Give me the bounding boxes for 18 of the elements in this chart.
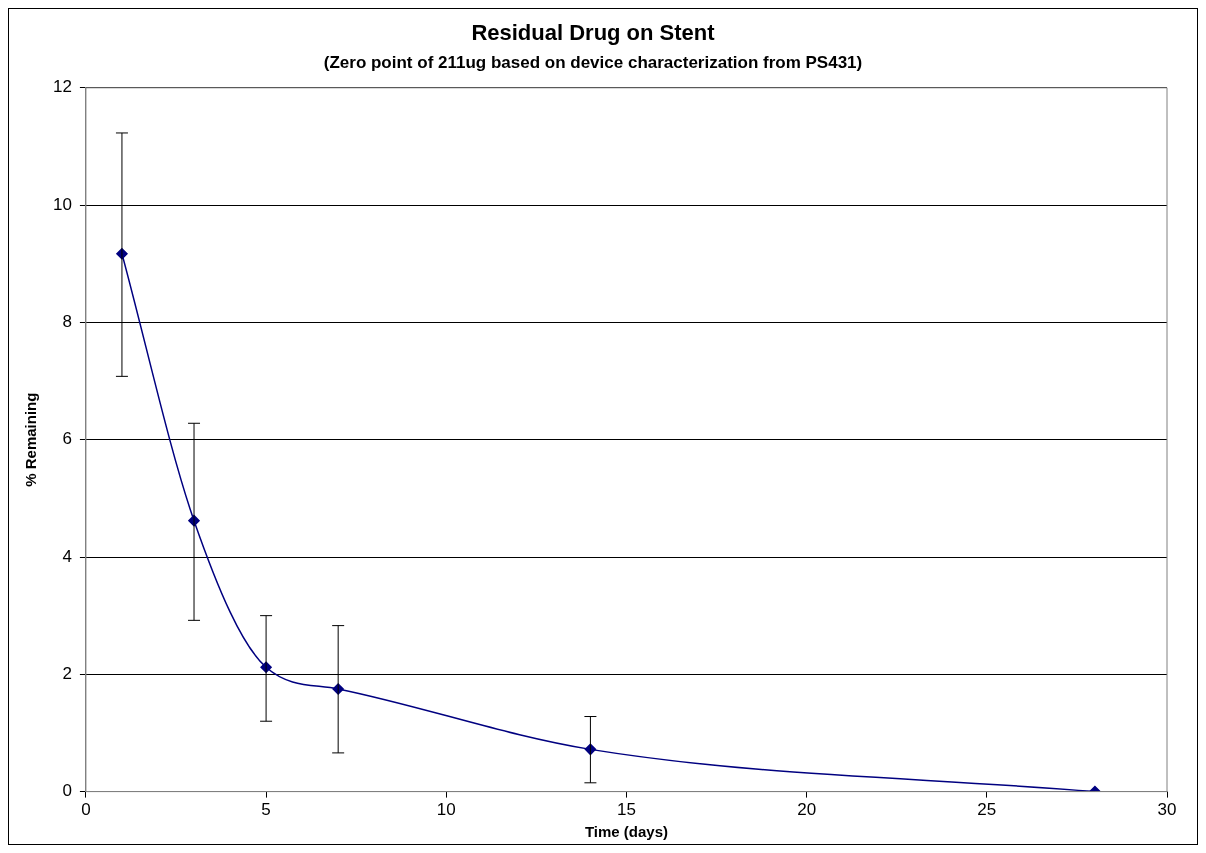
y-tick-label: 10: [52, 194, 72, 214]
chart-title: Residual Drug on Stent: [471, 20, 716, 46]
y-tick-label: 12: [52, 77, 72, 97]
y-tick-label: 6: [62, 429, 72, 449]
y-axis-title: % Remaining: [22, 392, 40, 487]
x-tick-label: 10: [436, 800, 456, 820]
x-tick-label: 5: [261, 800, 271, 820]
x-axis-title: Time (days): [584, 823, 668, 841]
y-tick-label: 2: [62, 663, 72, 683]
y-tick-label: 8: [62, 312, 72, 332]
x-tick-label: 30: [1157, 800, 1177, 820]
x-tick-label: 20: [797, 800, 817, 820]
y-tick-label: 0: [62, 781, 72, 801]
chart-subtitle: (Zero point of 211ug based on device characterization from PS431): [323, 53, 863, 73]
x-tick-label: 0: [81, 800, 91, 820]
x-tick-label: 15: [616, 800, 636, 820]
x-tick-label: 25: [977, 800, 997, 820]
y-tick-label: 4: [62, 546, 72, 566]
